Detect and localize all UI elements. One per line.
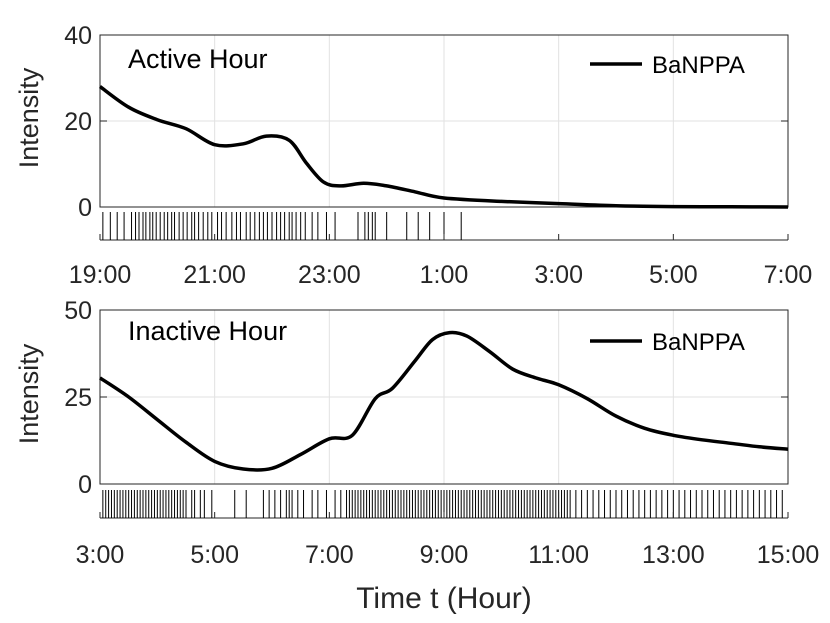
series-line-banppa: [98, 85, 789, 209]
panel-active-hour: 0 20 40 Intensity BaNPPA Active Hour 19:00 21:0…: [14, 22, 812, 289]
y-tick-label: 25: [64, 384, 92, 412]
x-tick-label: 5:00: [190, 541, 239, 569]
x-axis-label: Time t (Hour): [356, 582, 532, 615]
x-tick-label: 5:00: [649, 261, 698, 289]
x-tick-label: 13:00: [642, 541, 705, 569]
x-tick-label: 3:00: [534, 261, 583, 289]
y-tick-label: 50: [64, 297, 92, 325]
y-axis-label: Intensity: [14, 67, 44, 168]
panel-annotation: Active Hour: [128, 44, 268, 74]
panel-inactive-hour: 0 25 50 Intensity BaNPPA Inactive Hour 3:00 5:0…: [14, 297, 819, 569]
x-tick-label: 9:00: [420, 541, 469, 569]
x-tick-label: 7:00: [764, 261, 813, 289]
y-tick-label: 0: [78, 194, 92, 222]
x-tick-label: 15:00: [757, 541, 820, 569]
y-axis-label: Intensity: [14, 343, 44, 444]
x-tick-label: 1:00: [420, 261, 469, 289]
panel-annotation: Inactive Hour: [128, 316, 287, 346]
x-tick-label: 3:00: [76, 541, 125, 569]
x-tick-label: 23:00: [298, 261, 361, 289]
y-tick-label: 40: [64, 22, 92, 50]
x-tick-label: 11:00: [528, 541, 589, 569]
legend-label: BaNPPA: [652, 52, 745, 79]
x-tick-label: 21:00: [183, 261, 246, 289]
x-tick-label: 7:00: [305, 541, 354, 569]
legend-label: BaNPPA: [652, 329, 745, 356]
y-tick-label: 0: [78, 471, 92, 499]
y-tick-label: 20: [64, 108, 92, 136]
series-line-banppa: [99, 330, 789, 472]
x-tick-label: 19:00: [69, 261, 132, 289]
